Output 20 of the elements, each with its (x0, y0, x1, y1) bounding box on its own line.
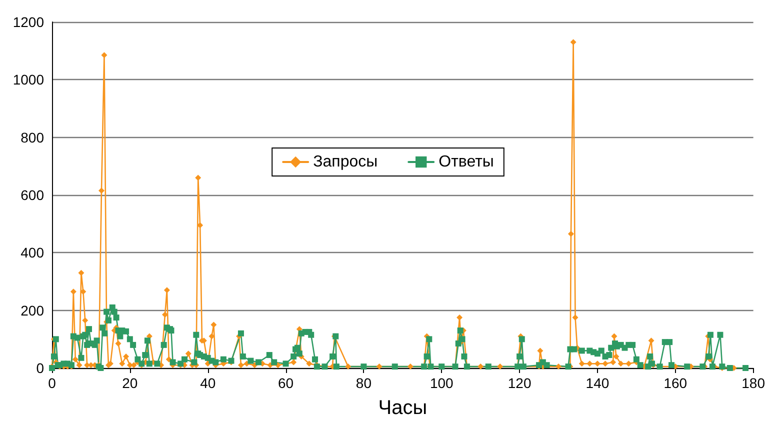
y-tick-label: 200 (20, 302, 44, 318)
legend-label: Запросы (313, 154, 378, 170)
x-tick-label: 180 (742, 375, 766, 391)
y-tick-label: 1200 (12, 14, 44, 30)
y-tick-label: 0 (36, 360, 44, 376)
y-tick-label: 600 (20, 187, 44, 203)
x-tick-label: 20 (122, 375, 138, 391)
legend-label: Ответы (438, 154, 494, 170)
x-tick-label: 100 (430, 375, 454, 391)
y-tick-label: 1000 (12, 72, 44, 88)
x-tick-label: 140 (586, 375, 610, 391)
y-tick-label: 400 (20, 244, 44, 261)
x-axis-title: Часы (378, 397, 428, 419)
x-tick-label: 0 (48, 375, 56, 391)
y-tick-label: 800 (20, 129, 44, 146)
x-tick-label: 60 (278, 375, 294, 391)
x-tick-label: 160 (664, 375, 688, 391)
x-tick-label: 80 (356, 375, 372, 391)
x-tick-label: 40 (200, 375, 216, 391)
x-tick-label: 120 (508, 375, 532, 391)
